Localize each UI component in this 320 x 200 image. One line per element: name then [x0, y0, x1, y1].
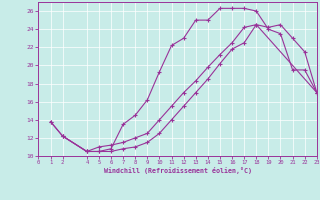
X-axis label: Windchill (Refroidissement éolien,°C): Windchill (Refroidissement éolien,°C) [104, 167, 252, 174]
